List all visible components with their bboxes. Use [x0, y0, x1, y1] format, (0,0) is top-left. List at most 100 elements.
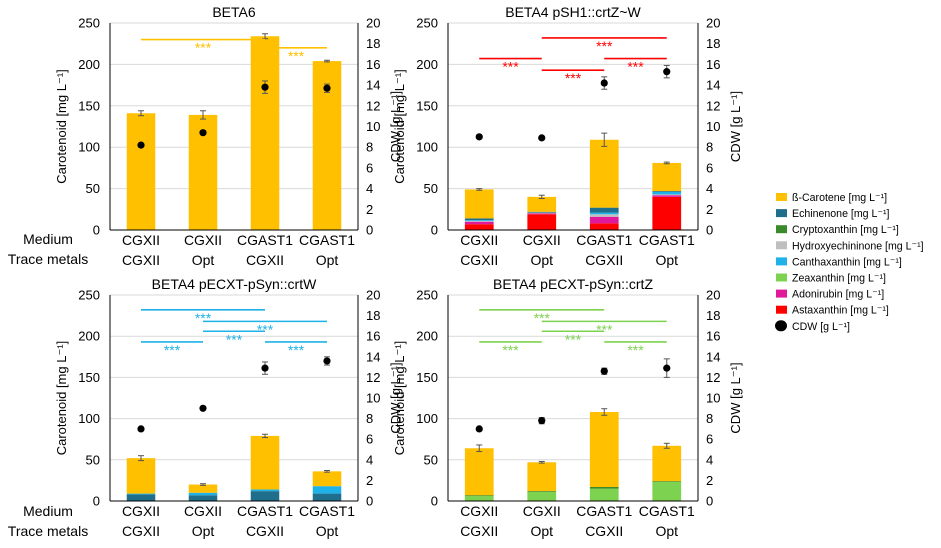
x-tick-label-trace: Opt	[316, 523, 339, 539]
significance-label: ***	[226, 331, 243, 347]
bar-segment-echinenone	[312, 493, 342, 501]
cdw-point	[261, 83, 269, 91]
legend: ß-Carotene [mg L⁻¹] Echinenone [mg L⁻¹] Cr…	[775, 192, 924, 333]
bar-segment-canthaxanthin	[250, 489, 280, 492]
bar-error	[663, 161, 670, 165]
legend-label: Cryptoxanthin [mg L⁻¹]	[792, 224, 899, 236]
significance-marker: ***	[265, 47, 327, 64]
y2-axis-label: CDW [g L⁻¹]	[728, 362, 743, 433]
significance-marker: ***	[479, 341, 542, 358]
bar-segment-hydroxyechininone	[464, 220, 494, 222]
y2-axis-label: CDW [g L⁻¹]	[728, 91, 743, 162]
x-tick-label-trace: Opt	[316, 252, 339, 268]
bar-segment-b_carotene	[126, 458, 156, 494]
bar-segment-canthaxanthin	[589, 212, 619, 215]
y2-tick-label: 2	[706, 473, 713, 488]
legend-item-zeaxanthin: Zeaxanthin [mg L⁻¹]	[776, 273, 886, 285]
significance-label: ***	[195, 310, 212, 326]
y-tick-label: 100	[416, 411, 438, 426]
bar-segment-b_carotene	[652, 162, 682, 192]
bar-segment-adonirubin	[464, 221, 494, 225]
legend-item-cdw: CDW [g L⁻¹]	[775, 320, 850, 333]
legend-swatch	[775, 320, 787, 332]
x-tick-label-medium: CGXII	[184, 503, 222, 519]
y2-tick-label: 20	[706, 16, 720, 31]
y2-tick-label: 0	[706, 223, 713, 238]
cdw-point	[323, 357, 331, 365]
cdw-point	[199, 404, 207, 412]
y2-tick-label: 10	[366, 391, 380, 406]
y2-tick-label: 2	[366, 202, 373, 217]
x-tick-label-medium: CGAST1	[237, 232, 293, 248]
legend-item-adonirubin: Adonirubin [mg L⁻¹]	[776, 289, 884, 301]
legend-label: Echinenone [mg L⁻¹]	[792, 208, 890, 220]
x-tick-label-trace: Opt	[655, 523, 678, 539]
y-tick-label: 100	[78, 140, 100, 155]
bar-error	[538, 194, 545, 200]
legend-swatch	[776, 305, 787, 314]
legend-swatch	[776, 241, 787, 250]
bar-error	[138, 110, 144, 117]
row-label-trace-1: Trace metals	[8, 251, 88, 267]
significance-label: ***	[502, 342, 519, 358]
significance-marker: ***	[479, 309, 605, 326]
y-tick-label: 150	[78, 98, 100, 113]
bar-segment-echinenone	[188, 495, 218, 501]
bar-segment-canthaxanthin	[652, 191, 682, 195]
y2-tick-label: 4	[706, 181, 713, 196]
bar-segment-zeaxanthin	[589, 488, 619, 501]
y-tick-label: 250	[78, 16, 100, 31]
y2-tick-label: 0	[366, 494, 373, 509]
significance-label: ***	[565, 70, 582, 86]
significance-marker: ***	[541, 330, 605, 347]
y2-tick-label: 18	[706, 308, 720, 323]
significance-marker: ***	[203, 320, 327, 337]
y-tick-label: 100	[78, 411, 100, 426]
x-tick-label-medium: CGAST1	[237, 503, 293, 519]
bar-segment-adonirubin	[527, 213, 557, 215]
y2-tick-label: 8	[366, 140, 373, 155]
y-tick-label: 50	[86, 452, 100, 467]
bar-segment-b_carotene	[312, 471, 342, 487]
cdw-point	[475, 133, 483, 141]
x-tick-label-medium: CGAST1	[639, 503, 695, 519]
bar-segment-canthaxanthin	[188, 492, 218, 496]
y2-tick-label: 4	[366, 452, 373, 467]
cdw-point	[663, 68, 671, 76]
bar-segment-b_carotene	[464, 189, 494, 219]
chart-panel-2: 0 50 100 150 200 250 0 2 4 6 8 10 12 14 16 18 20 Caroteno…	[392, 4, 743, 268]
bar-segment-hydroxyechininone	[652, 194, 682, 196]
y-tick-label: 200	[416, 329, 438, 344]
bar-error	[601, 132, 608, 147]
bar-error	[324, 59, 330, 63]
legend-label: ß-Carotene [mg L⁻¹]	[792, 192, 887, 204]
y-tick-label: 250	[416, 288, 438, 303]
significance-marker: ***	[604, 57, 667, 75]
cdw-point	[538, 417, 546, 425]
y2-axis-label: CDW [g L⁻¹]	[388, 362, 403, 433]
cdw-point	[323, 84, 331, 92]
x-tick-label-medium: CGXII	[460, 503, 498, 519]
y2-tick-label: 8	[366, 411, 373, 426]
y2-tick-label: 14	[366, 78, 380, 93]
chart-panel-4: 0 50 100 150 200 250 0 2 4 6 8 10 12 14 16 18 20 Caroteno…	[392, 276, 743, 539]
y2-tick-label: 10	[706, 119, 720, 134]
y2-tick-label: 12	[366, 370, 380, 385]
bar-segment-astaxanthin	[652, 196, 682, 230]
bar-segment-echinenone	[464, 218, 494, 221]
significance-marker: ***	[479, 57, 542, 75]
legend-item-echinenone: Echinenone [mg L⁻¹]	[776, 208, 890, 220]
y2-tick-label: 6	[366, 160, 373, 175]
bar-segment-cryptoxanthin	[527, 491, 557, 492]
bar-segment-b_carotene	[126, 113, 156, 230]
y2-tick-label: 6	[706, 160, 713, 175]
x-tick-label-trace: CGXII	[246, 252, 284, 268]
x-tick-label-medium: CGXII	[122, 503, 160, 519]
cdw-point	[600, 367, 608, 375]
y-tick-label: 200	[416, 57, 438, 72]
x-tick-label-trace: Opt	[530, 252, 553, 268]
y-axis-label: Carotenoid [mg L⁻¹]	[54, 341, 69, 456]
y2-tick-label: 2	[706, 202, 713, 217]
significance-label: ***	[596, 321, 613, 337]
y-tick-label: 250	[78, 288, 100, 303]
